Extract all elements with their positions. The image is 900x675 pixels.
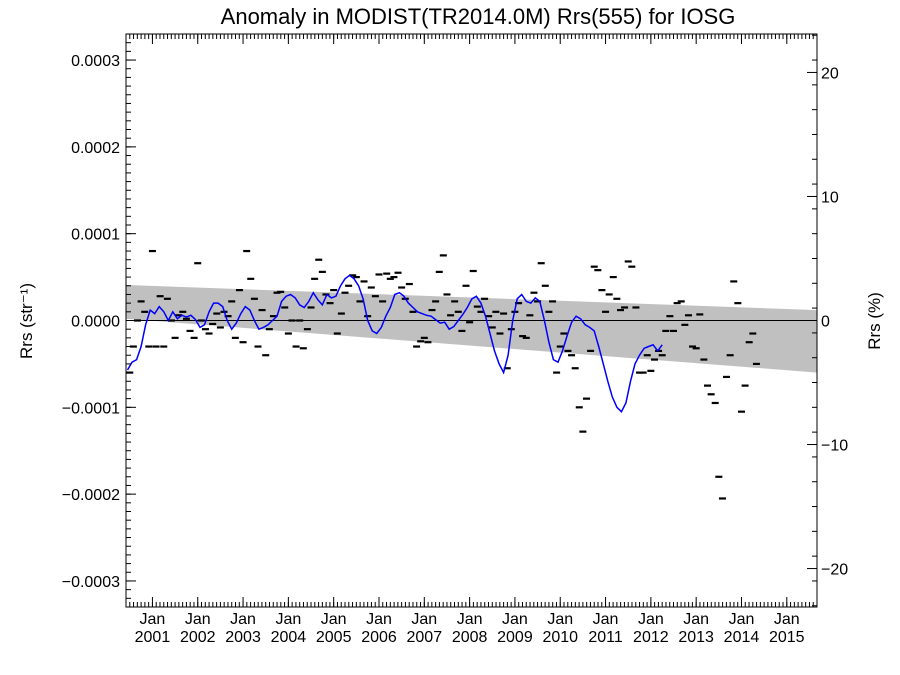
right-tick-label: 0 — [821, 314, 830, 331]
right-tick-label: −10 — [821, 438, 848, 455]
monthly-anomaly-markers — [126, 249, 760, 500]
left-tick-label: −0.0002 — [62, 487, 120, 504]
left-tick-label: 0.0003 — [71, 53, 120, 70]
x-tick-year-label: 2007 — [407, 629, 443, 646]
x-tick-month-label: Jan — [638, 611, 664, 628]
x-tick-month-label: Jan — [321, 611, 347, 628]
left-tick-label: 0.0001 — [71, 227, 120, 244]
y-axis-label-left: Rrs (str⁻¹) — [17, 283, 36, 359]
x-tick-month-label: Jan — [140, 611, 166, 628]
x-tick-month-label: Jan — [729, 611, 755, 628]
x-tick-year-label: 2013 — [678, 629, 714, 646]
x-tick-month-label: Jan — [411, 611, 437, 628]
x-tick-month-label: Jan — [366, 611, 392, 628]
x-tick-year-label: 2001 — [135, 629, 171, 646]
left-axis: 0.0003 0.0002 0.0001 0.0000 −0.0001 −0.0002 −0… — [62, 42, 136, 608]
x-tick-year-label: 2002 — [180, 629, 216, 646]
x-tick-year-label: 2015 — [769, 629, 805, 646]
x-tick-month-label: Jan — [502, 611, 528, 628]
x-tick-month-label: Jan — [185, 611, 211, 628]
x-tick-month-label: Jan — [230, 611, 256, 628]
x-tick-month-label: Jan — [683, 611, 709, 628]
smoothed-line-layer — [126, 274, 663, 413]
x-tick-month-label: Jan — [593, 611, 619, 628]
left-tick-label: −0.0003 — [62, 574, 120, 591]
chart-title: Anomaly in MODIST(TR2014.0M) Rrs(555) fo… — [221, 4, 736, 29]
left-tick-label: −0.0001 — [62, 400, 120, 417]
right-tick-label: −20 — [821, 562, 848, 579]
uncertainty-band — [126, 284, 817, 373]
left-tick-label: 0.0000 — [71, 314, 120, 331]
x-tick-year-label: 2005 — [316, 629, 352, 646]
x-tick-year-label: 2003 — [225, 629, 261, 646]
uncertainty-band-layer — [126, 284, 817, 373]
x-tick-month-label: Jan — [547, 611, 573, 628]
x-tick-year-label: 2006 — [361, 629, 397, 646]
x-tick-month-label: Jan — [275, 611, 301, 628]
x-tick-year-label: 2012 — [633, 629, 669, 646]
smoothed-line — [126, 274, 663, 413]
x-tick-month-label: Jan — [774, 611, 800, 628]
y-axis-label-right: Rrs (%) — [865, 292, 884, 350]
x-tick-year-label: 2011 — [588, 629, 623, 646]
x-tick-month-label: Jan — [457, 611, 483, 628]
x-axis: Jan2001Jan2002Jan2003Jan2004Jan2005Jan20… — [125, 34, 818, 646]
right-axis: 20 10 0 −10 −20 — [807, 34, 848, 607]
x-tick-year-label: 2004 — [271, 629, 307, 646]
x-tick-year-label: 2010 — [542, 629, 578, 646]
right-tick-label: 10 — [821, 189, 839, 206]
x-tick-year-label: 2009 — [497, 629, 533, 646]
right-tick-label: 20 — [821, 65, 839, 82]
x-tick-year-label: 2014 — [724, 629, 760, 646]
left-tick-label: 0.0002 — [71, 140, 120, 157]
x-tick-year-label: 2008 — [452, 629, 488, 646]
